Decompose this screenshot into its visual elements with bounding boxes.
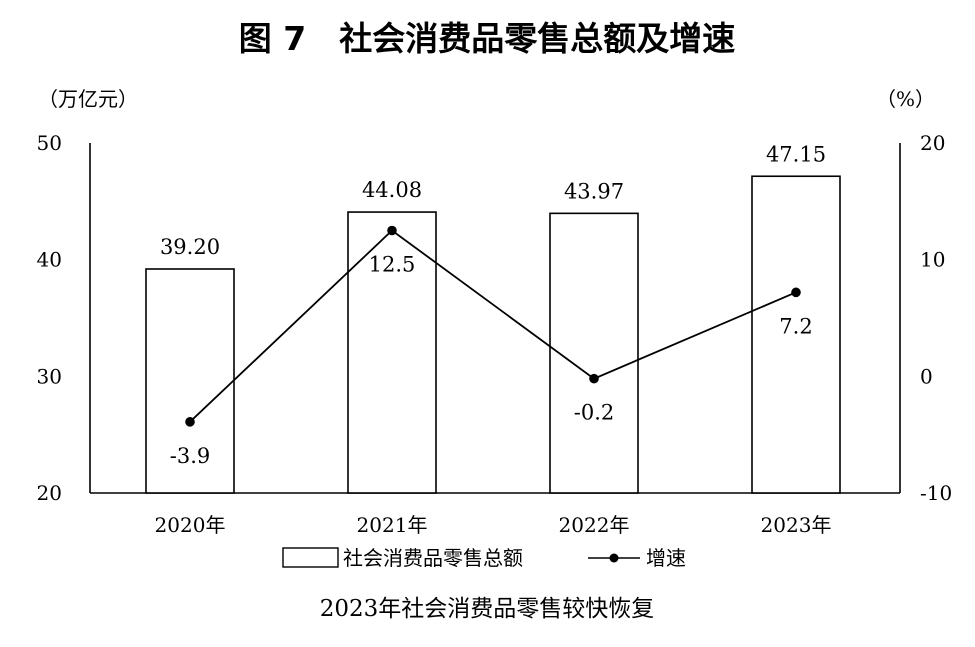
x-tick-label: 2023年 [761, 513, 832, 537]
bar-series [145, 175, 841, 494]
axes: 50 40 30 20 20 10 0 -10 2020年 2021年 2022年 2023年 [37, 131, 953, 537]
x-tick-label: 2020年 [155, 513, 226, 537]
line-value-label: -3.9 [170, 444, 211, 468]
left-tick-label: 50 [37, 131, 62, 155]
line-point [387, 225, 397, 236]
x-tick-label: 2021年 [357, 513, 428, 537]
line-value-label: 12.5 [369, 253, 416, 277]
line-point [791, 287, 801, 298]
right-tick-label: 20 [920, 131, 945, 155]
legend-bar-swatch [282, 547, 339, 568]
line-value-label: 7.2 [779, 314, 812, 338]
line-series [185, 225, 801, 427]
left-tick-label: 40 [37, 248, 62, 272]
bar [751, 175, 841, 494]
bar-value-label: 43.97 [564, 179, 624, 203]
data-labels: 39.20 44.08 43.97 47.15 -3.9 12.5 -0.2 7.2 [160, 142, 826, 468]
line-point [589, 373, 599, 384]
left-axis-unit: （万亿元） [38, 87, 138, 111]
x-tick-label: 2022年 [559, 513, 630, 537]
right-tick-label: 0 [920, 364, 933, 388]
legend-bar-label: 社会消费品零售总额 [343, 546, 523, 570]
bar-value-label: 44.08 [362, 178, 422, 202]
left-tick-label: 30 [37, 364, 62, 388]
right-tick-label: 10 [920, 248, 945, 272]
bar [549, 212, 639, 494]
bar-value-label: 39.20 [160, 235, 220, 259]
right-tick-label: -10 [920, 481, 952, 505]
bar-value-label: 47.15 [766, 142, 826, 166]
chart-caption: 2023年社会消费品零售较快恢复 [320, 596, 655, 622]
legend: 社会消费品零售总额 增速 [282, 546, 686, 570]
chart-title: 图 7 社会消费品零售总额及增速 [239, 19, 735, 58]
legend-line-marker [609, 553, 619, 563]
growth-line [189, 229, 797, 423]
line-value-label: -0.2 [574, 401, 615, 425]
right-axis-unit: （%） [876, 87, 935, 111]
line-point [185, 417, 195, 427]
legend-line-label: 增速 [646, 546, 686, 570]
left-tick-label: 20 [37, 481, 62, 505]
bar [145, 268, 235, 494]
